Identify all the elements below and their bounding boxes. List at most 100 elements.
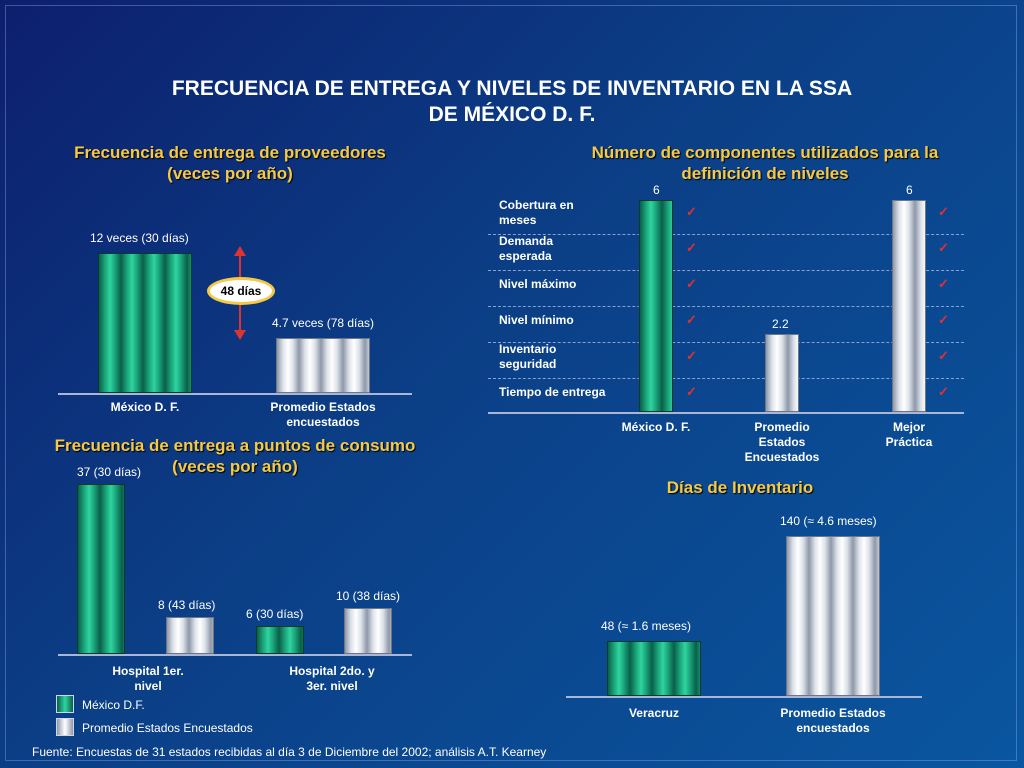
data-label: 48 (≈ 1.6 meses) [601, 619, 691, 634]
checkmark-icon: ✓ [686, 204, 697, 219]
legend-swatch-mexico [56, 695, 74, 713]
category-label-line: México D. F. [110, 400, 180, 414]
bar [786, 536, 880, 696]
checkmark-icon: ✓ [686, 384, 697, 399]
component-row-label-line: Demanda [499, 234, 554, 248]
chart-1-title-line: (veces por año) [167, 164, 293, 183]
chart-1-title: Frecuencia de entrega de proveedores (ve… [20, 142, 440, 184]
legend-label-mexico: México D.F. [82, 698, 145, 712]
category-label-line: Veracruz [628, 706, 680, 720]
difference-badge: 48 días [210, 280, 272, 302]
checkmark-icon: ✓ [938, 204, 949, 219]
page-title: FRECUENCIA DE ENTREGA Y NIVELES DE INVEN… [60, 76, 964, 128]
component-row-label-line: Nivel mínimo [499, 313, 574, 327]
chart-3-title-line: Número de componentes utilizados para la [591, 143, 939, 162]
category-label-line: encuestados [286, 415, 360, 429]
category-label-line: encuestados [796, 721, 870, 735]
component-row-label-line: Cobertura en [499, 198, 574, 212]
data-label: 6 [906, 183, 913, 197]
row-divider [488, 342, 964, 343]
bar [256, 626, 304, 654]
checkmark-icon: ✓ [938, 312, 949, 327]
chart-3-title-line: definición de niveles [681, 164, 849, 183]
category-label-line: Mejor [892, 420, 925, 434]
component-row-label-line: seguridad [499, 357, 557, 371]
chart-4-title-line: Días de Inventario [666, 478, 814, 497]
category-label-line: Encuestados [744, 450, 820, 464]
category-label-line: Práctica [885, 435, 933, 449]
arrow-down-icon [234, 330, 246, 340]
component-row-label: Demanda esperada [499, 234, 629, 264]
checkmark-icon: ✓ [938, 384, 949, 399]
data-label: 37 (30 días) [77, 465, 142, 479]
checkmark-icon: ✓ [686, 348, 697, 363]
bar [639, 200, 673, 412]
arrow-up-icon [234, 246, 246, 256]
bar [77, 484, 125, 654]
data-label: 6 [653, 183, 660, 197]
bar [892, 200, 926, 412]
chart-4-title: Días de Inventario [560, 477, 920, 498]
component-row-label: Cobertura en meses [499, 198, 629, 228]
chart-4-axis [566, 696, 922, 698]
component-row-label: Tiempo de entrega [499, 385, 629, 400]
data-label: 140 (≈ 4.6 meses) [780, 514, 877, 528]
component-row-label-line: Nivel máximo [499, 277, 577, 291]
bar [344, 608, 392, 654]
component-row-label-line: Inventario [499, 342, 557, 356]
category-label-line: nivel [134, 679, 162, 693]
legend-label-promedio: Promedio Estados Encuestados [82, 721, 253, 735]
component-row-label: Nivel mínimo [499, 313, 629, 328]
category-label: Mejor Práctica [854, 420, 964, 450]
category-label-line: Promedio [754, 420, 810, 434]
component-row-label: Nivel máximo [499, 277, 629, 292]
component-row-label-line: esperada [499, 249, 552, 263]
category-label: México D. F. [601, 420, 711, 435]
checkmark-icon: ✓ [686, 312, 697, 327]
category-label-line: Promedio Estados [780, 706, 886, 720]
chart-1-axis [58, 393, 412, 395]
checkmark-icon: ✓ [938, 276, 949, 291]
chart-2-title-line: Frecuencia de entrega a puntos de consum… [54, 436, 416, 455]
checkmark-icon: ✓ [938, 348, 949, 363]
bar [765, 334, 799, 412]
row-divider [488, 270, 964, 271]
data-label: 2.2 [772, 317, 789, 332]
source-note: Fuente: Encuestas de 31 estados recibida… [32, 745, 547, 759]
checkmark-icon: ✓ [686, 240, 697, 255]
slide-frame [5, 5, 1017, 761]
row-divider [488, 378, 964, 379]
category-label-line: Hospital 1er. [112, 664, 184, 678]
bar [166, 617, 214, 654]
chart-3-title: Número de componentes utilizados para la… [540, 142, 990, 184]
category-label-line: Hospital 2do. y [289, 664, 375, 678]
chart-2-title-line: (veces por año) [172, 457, 298, 476]
bar [98, 253, 192, 393]
data-label: 8 (43 días) [158, 598, 216, 613]
data-label: 6 (30 días) [246, 607, 304, 622]
data-label: 10 (38 días) [336, 589, 401, 604]
legend-swatch-promedio [56, 718, 74, 736]
category-label: México D. F. [60, 400, 230, 415]
chart-1-title-line: Frecuencia de entrega de proveedores [74, 143, 386, 162]
row-divider [488, 306, 964, 307]
category-label: Promedio Estados Encuestados [727, 420, 837, 465]
component-row-label-line: Tiempo de entrega [499, 385, 606, 399]
row-divider [488, 234, 964, 235]
page-title-line: DE MÉXICO D. F. [428, 103, 596, 126]
page-title-line: FRECUENCIA DE ENTREGA Y NIVELES DE INVEN… [171, 77, 853, 100]
category-label: Hospital 1er. nivel [78, 664, 218, 694]
data-label: 4.7 veces (78 días) [272, 316, 375, 331]
category-label: Hospital 2do. y 3er. nivel [262, 664, 402, 694]
category-label-line: Promedio Estados [270, 400, 376, 414]
component-row-label-line: meses [499, 213, 537, 227]
category-label-line: México D. F. [621, 420, 691, 434]
chart-2-axis [58, 654, 412, 656]
chart-2-title: Frecuencia de entrega a puntos de consum… [20, 435, 450, 477]
bar [607, 641, 701, 696]
category-label-line: 3er. nivel [306, 679, 358, 693]
category-label-line: Estados [758, 435, 806, 449]
category-label: Veracruz [569, 706, 739, 721]
chart-3-axis [488, 412, 964, 414]
category-label: Promedio Estados encuestados [748, 706, 918, 736]
